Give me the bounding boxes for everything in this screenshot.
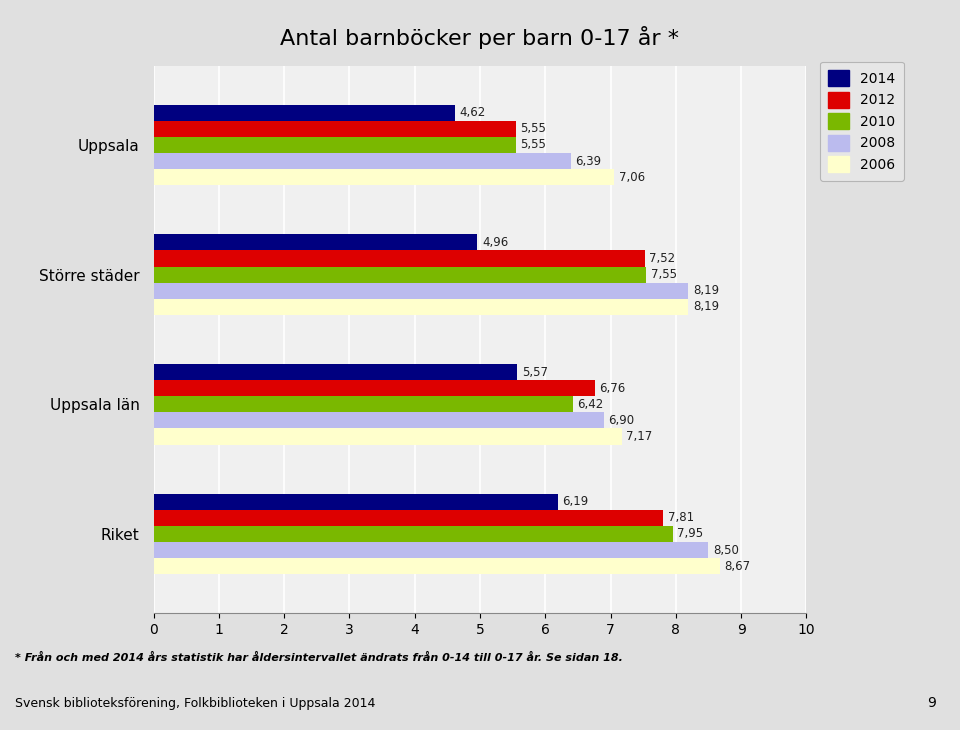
Bar — [154, 542, 708, 558]
Bar — [154, 169, 614, 185]
Bar — [154, 153, 571, 169]
Text: 9: 9 — [927, 696, 936, 710]
Text: * Från och med 2014 års statistik har åldersintervallet ändrats från 0-14 till 0: * Från och med 2014 års statistik har ål… — [15, 653, 623, 663]
Bar — [154, 104, 455, 120]
Text: 7,95: 7,95 — [677, 528, 704, 540]
Text: 8,67: 8,67 — [724, 560, 751, 573]
Text: 6,90: 6,90 — [609, 414, 635, 427]
Text: 6,42: 6,42 — [577, 398, 604, 411]
Bar — [154, 266, 646, 283]
Legend: 2014, 2012, 2010, 2008, 2006: 2014, 2012, 2010, 2008, 2006 — [820, 62, 903, 181]
Bar — [154, 429, 622, 445]
Text: 5,57: 5,57 — [522, 366, 548, 379]
Bar — [154, 250, 644, 266]
Bar — [154, 493, 558, 510]
Text: 8,19: 8,19 — [693, 300, 719, 313]
Bar — [154, 558, 720, 575]
Bar — [154, 283, 688, 299]
Text: 7,55: 7,55 — [651, 268, 677, 281]
Bar — [154, 137, 516, 153]
Text: 6,39: 6,39 — [575, 155, 601, 168]
Text: 5,55: 5,55 — [520, 123, 546, 135]
Bar — [154, 510, 663, 526]
Title: Antal barnböcker per barn 0-17 år *: Antal barnböcker per barn 0-17 år * — [280, 26, 680, 49]
Text: 6,19: 6,19 — [563, 495, 588, 508]
Bar — [154, 412, 604, 429]
Bar — [154, 396, 573, 412]
Bar — [154, 120, 516, 137]
Text: 6,76: 6,76 — [599, 382, 626, 395]
Text: 4,62: 4,62 — [460, 106, 486, 119]
Bar — [154, 364, 517, 380]
Text: 7,52: 7,52 — [649, 252, 675, 265]
Bar — [154, 234, 477, 250]
Text: Svensk biblioteksförening, Folkbiblioteken i Uppsala 2014: Svensk biblioteksförening, Folkbibliotek… — [15, 696, 375, 710]
Text: 7,17: 7,17 — [626, 430, 653, 443]
Bar — [154, 299, 688, 315]
Text: 5,55: 5,55 — [520, 139, 546, 151]
Text: 8,50: 8,50 — [713, 544, 739, 556]
Bar — [154, 380, 595, 396]
Text: 4,96: 4,96 — [482, 236, 508, 249]
Text: 8,19: 8,19 — [693, 284, 719, 297]
Text: 7,81: 7,81 — [668, 511, 694, 524]
Bar — [154, 526, 673, 542]
Text: 7,06: 7,06 — [619, 171, 645, 184]
